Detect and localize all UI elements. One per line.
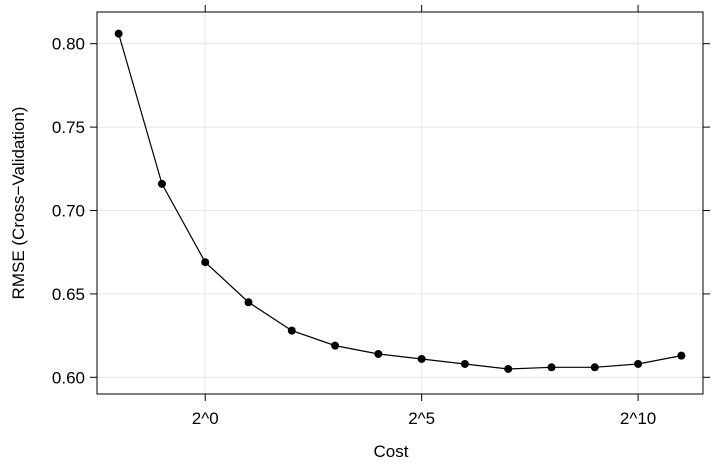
data-point: [331, 341, 340, 350]
y-tick-label: 0.70: [52, 202, 85, 221]
data-point: [460, 359, 469, 368]
data-point: [547, 363, 556, 372]
y-tick-label: 0.60: [52, 368, 85, 387]
y-tick-label: 0.75: [52, 118, 85, 137]
data-point: [157, 179, 166, 188]
data-point: [374, 349, 383, 358]
y-tick-label: 0.80: [52, 35, 85, 54]
label-layer: 2^0 2^5 2^10 0.60 0.65 0.70 0.75 0.80: [52, 35, 656, 428]
tick-layer: [90, 5, 710, 401]
data-point: [634, 359, 643, 368]
x-tick-label: 2^0: [192, 409, 219, 428]
x-tick-label: 2^5: [408, 409, 435, 428]
x-axis-title: Cost: [374, 442, 409, 461]
data-point: [417, 354, 426, 363]
data-point: [244, 298, 253, 307]
data-point: [677, 351, 686, 360]
y-tick-label: 0.65: [52, 285, 85, 304]
grid-layer: [97, 12, 703, 394]
data-point: [504, 364, 513, 373]
plot-frame: [96, 11, 704, 395]
y-axis-title: RMSE (Cross−Validation): [9, 107, 28, 300]
data-point: [287, 326, 296, 335]
data-point: [114, 29, 123, 38]
series-line: [118, 33, 682, 370]
series-layer: [114, 29, 686, 373]
x-tick-label: 2^10: [620, 409, 656, 428]
data-point: [590, 363, 599, 372]
data-point: [201, 258, 210, 267]
